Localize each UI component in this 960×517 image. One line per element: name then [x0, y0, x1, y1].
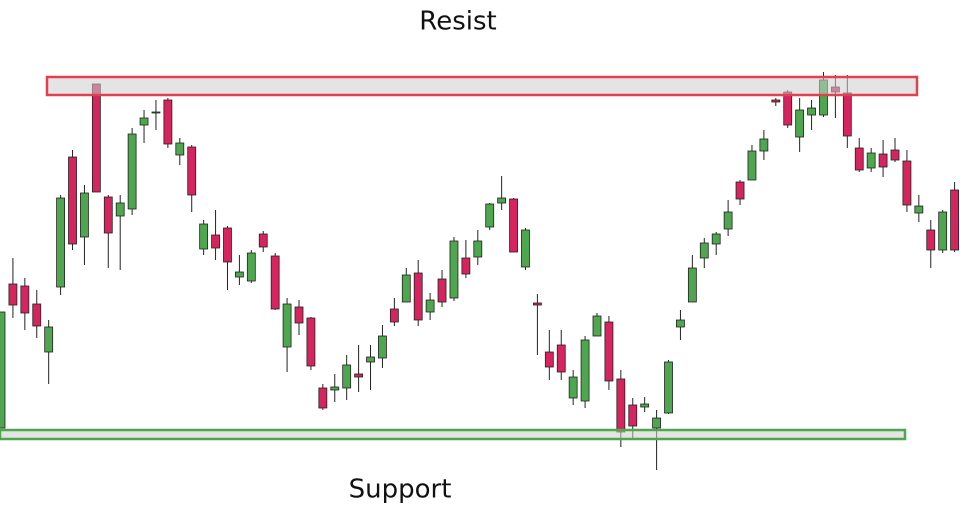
candle-body — [80, 192, 89, 238]
candle-body — [306, 317, 316, 367]
candle-body — [127, 133, 137, 210]
candle-body — [533, 302, 542, 306]
candle-body — [354, 373, 364, 378]
candle-body — [795, 109, 805, 138]
candle-body — [938, 211, 948, 251]
candle-body — [759, 138, 769, 152]
candle-body — [91, 83, 101, 193]
candle-body — [902, 160, 912, 206]
candle-body — [378, 335, 387, 359]
zone — [45, 75, 919, 97]
candle-body — [723, 211, 733, 230]
candle-body — [8, 283, 18, 306]
candle-body — [866, 152, 876, 169]
candle-body — [401, 274, 411, 303]
candle-body — [330, 386, 340, 391]
candle-body — [699, 242, 709, 259]
zone — [0, 428, 907, 441]
support-label: Support — [349, 475, 452, 505]
candle-body — [926, 229, 936, 251]
candle-body — [0, 311, 6, 429]
candle-body — [294, 306, 304, 324]
candle-body — [604, 321, 614, 382]
candle-body — [485, 203, 495, 228]
candle-body — [461, 257, 471, 275]
candle-body — [282, 303, 292, 348]
candle-body — [20, 285, 30, 314]
candle-body — [258, 233, 268, 248]
candle-body — [68, 156, 77, 245]
candle-body — [342, 364, 352, 389]
candle-body — [783, 91, 793, 126]
candle-body — [32, 303, 42, 327]
candle-body — [211, 234, 220, 249]
candle-body — [246, 252, 256, 282]
candle-body — [437, 278, 447, 303]
candle-body — [413, 272, 423, 321]
candle-body — [425, 299, 435, 313]
candle-body — [366, 356, 375, 363]
candle-body — [676, 319, 685, 328]
candle-body — [556, 344, 566, 373]
candle-body — [687, 267, 697, 303]
candle-body — [664, 361, 673, 414]
candle-body — [807, 107, 816, 116]
candle-body — [735, 181, 745, 200]
candle-body — [878, 153, 888, 168]
candle-body — [628, 404, 638, 427]
candle-body — [44, 326, 54, 353]
candle-body — [497, 197, 507, 204]
candle-body — [640, 403, 650, 408]
candle-body — [771, 99, 781, 103]
candle-body — [950, 189, 959, 251]
candle-body — [890, 149, 900, 161]
candle-body — [842, 92, 852, 137]
candle-body — [187, 146, 197, 196]
candle-body — [914, 205, 924, 214]
resist-label: Resist — [419, 7, 496, 37]
candle-body — [616, 378, 626, 433]
candle-body — [223, 227, 232, 263]
candle-body — [509, 198, 518, 253]
candle-body — [389, 308, 399, 323]
candle-body — [449, 240, 459, 299]
candle-body — [103, 196, 113, 234]
candle-body — [711, 233, 721, 245]
candle-body — [568, 376, 578, 399]
candle-body — [854, 147, 864, 171]
candle-body — [270, 255, 280, 310]
candle-body — [163, 99, 173, 145]
candle-body — [580, 339, 590, 402]
candle-body — [199, 223, 209, 250]
candle-body — [115, 202, 125, 217]
candle-body — [151, 111, 161, 114]
candle-body — [544, 351, 554, 368]
candle-body — [592, 315, 602, 337]
candle-body — [747, 150, 757, 181]
candle-body — [318, 387, 328, 409]
candle-body — [521, 229, 530, 268]
candle-body — [473, 240, 483, 258]
candle-body — [175, 142, 185, 156]
candle-body — [234, 271, 244, 278]
candle-body — [139, 117, 149, 126]
candle-body — [652, 417, 661, 429]
candle-body — [56, 197, 65, 288]
